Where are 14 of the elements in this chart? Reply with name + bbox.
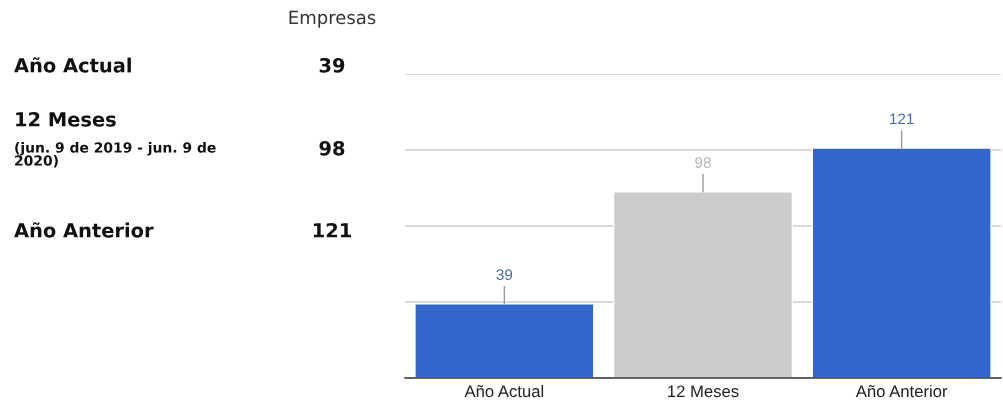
data-label: 121 (890, 113, 914, 125)
data-label: 39 (319, 57, 345, 73)
data-label: 121 (313, 222, 351, 238)
x-tick-label: Año Actual (464, 384, 544, 398)
data-label: 98 (319, 140, 345, 156)
x-tick-label: Año Anterior (855, 384, 948, 398)
data-label: 98 (695, 157, 711, 168)
data-label: 39 (496, 269, 513, 281)
category-label: Año Anterior (14, 222, 154, 238)
category-label: Año Actual (14, 57, 131, 73)
category-label: 12 Meses (16, 111, 116, 127)
text: (jun. 9 de 2019 - jun. 9 de 2020) (15, 142, 216, 168)
x-tick-label: 12 Meses (668, 385, 739, 398)
text: Empresas (289, 10, 376, 28)
